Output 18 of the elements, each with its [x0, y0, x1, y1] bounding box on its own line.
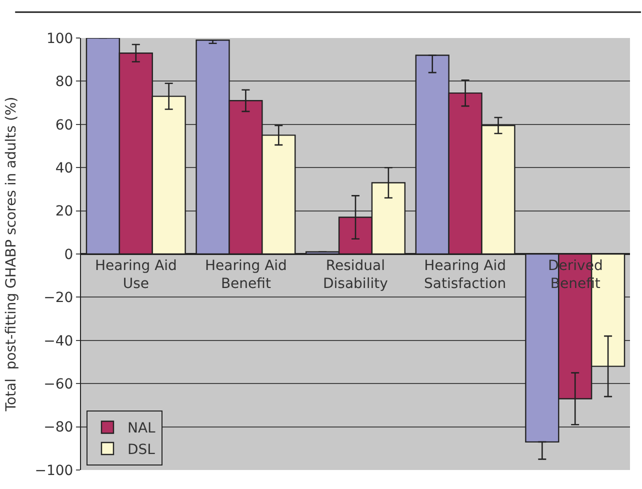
- x-tick-label: Hearing Aid Use: [95, 258, 177, 292]
- y-tick-label: 0: [64, 246, 74, 263]
- y-tick-label: 80: [55, 74, 74, 90]
- y-tick-label: −40: [44, 333, 74, 350]
- x-tick-label: Hearing Aid Satisfaction: [424, 258, 506, 292]
- y-tick-label: −100: [34, 462, 74, 479]
- y-axis-title: Total post-fitting GHABP scores in adults (%): [3, 96, 20, 412]
- y-tick-label: 20: [55, 204, 74, 220]
- legend-label: DSL: [127, 442, 156, 458]
- y-tick-label: −20: [44, 290, 74, 306]
- y-tick-label: 100: [46, 30, 74, 47]
- x-tick-label: Hearing Aid Benefit: [205, 258, 287, 292]
- y-tick-label: 60: [55, 117, 74, 134]
- x-tick-label: Residual Disability: [323, 258, 388, 292]
- legend-label: NAL: [127, 420, 156, 437]
- y-tick-label: −60: [44, 376, 74, 392]
- y-tick-label: 40: [55, 160, 74, 176]
- y-tick-label: −80: [44, 420, 74, 436]
